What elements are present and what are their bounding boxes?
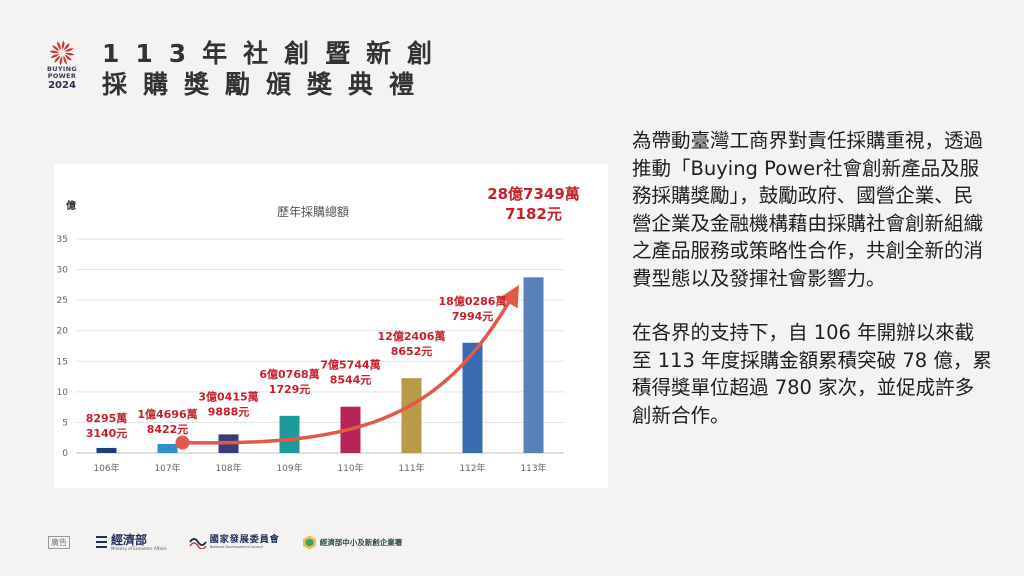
x-tick-label: 108年 [215,462,241,474]
data-label: 3億0415萬 [198,389,258,403]
data-label: 1729元 [269,383,311,396]
logo-petal [51,45,60,52]
x-tick-label: 112年 [459,462,485,474]
data-label: 8422元 [147,423,189,436]
title-line-1: 113年社創暨新創 [102,39,449,68]
data-label: 7182元 [505,205,562,223]
sme-name: 經濟部中小及新創企業署 [319,537,403,547]
page-title: 113年社創暨新創 採購獎勵頒獎典禮 [102,38,448,100]
logo-petal [64,54,73,61]
moea-sub: Ministry of Economic Affairs [111,545,167,551]
y-tick-label: 35 [57,235,68,245]
chart-title: 歷年採購總額 [277,204,349,219]
data-label: 1億4696萬 [137,407,197,421]
x-tick-label: 113年 [520,462,546,474]
moea-name: 經濟部 [111,532,148,547]
x-tick-label: 106年 [93,462,119,474]
bar-113年 [523,277,544,453]
moea-logo: 經濟部 Ministry of Economic Affairs [96,534,167,551]
logo-petal [63,42,70,51]
trend-arrow [180,284,519,445]
sme-logo-icon [302,535,316,549]
data-label: 3140元 [86,427,128,440]
logo-petal [54,55,61,64]
data-label: 8295萬 [86,411,128,425]
description-paragraph-2: 在各界的支持下，自 106 年開辦以來截至 113 年度採購金額累積突破 78 … [632,321,992,427]
bar-109年 [279,415,300,453]
y-tick-label: 25 [57,296,68,306]
data-label: 7億5744萬 [320,358,380,372]
moea-logo-icon [96,536,107,548]
trend-start-dot [175,435,190,450]
bar-111年 [401,378,422,453]
y-tick-label: 15 [57,357,68,367]
logo-petal [64,48,74,52]
y-tick-label: 20 [57,327,69,337]
logo-petal [63,55,67,65]
data-label: 7994元 [452,310,494,323]
title-line-2: 採購獎勵頒獎典禮 [102,70,431,99]
y-tick-label: 0 [62,449,68,459]
description-paragraph-1: 為帶動臺灣工商界對責任採購重視，透過推動「Buying Power社會創新產品及… [632,129,984,290]
logo-year: 2024 [48,80,76,91]
logo-petal [65,52,75,56]
x-tick-label: 110年 [337,462,363,474]
bar-106年 [96,447,117,453]
ndc-sub: National Development Council [209,544,263,549]
ad-badge: 廣告 [48,535,70,549]
logo-petal [59,56,63,66]
y-tick-label: 30 [57,266,69,276]
footer-sponsors: 廣告 經濟部 Ministry of Economic Affairs 國家發展… [48,530,402,554]
ndc-logo-icon [188,538,207,549]
bar-112年 [462,342,483,453]
data-label: 12億2406萬 [378,329,446,343]
ndc-logo: 國家發展委員會 National Development Council [188,534,280,550]
data-label: 8544元 [330,374,372,387]
y-tick-label: 10 [57,388,69,398]
data-label: 9888元 [208,405,250,418]
logo-text-buying: BUYING [47,65,77,73]
buying-power-logo: BUYING POWER 2024 [40,40,84,91]
y-tick-label: 5 [62,418,68,428]
data-label: 28億7349萬 [487,185,580,203]
logo-petal [50,54,60,58]
ndc-name: 國家發展委員會 [209,534,280,545]
sme-logo: 經濟部中小及新創企業署 [302,535,403,550]
y-axis-label: 億 [66,199,76,212]
chart-card: 歷年採購總額 億 0 5 10 15 20 25 30 35 106年 107年 108年 109年… [54,164,608,488]
logo-petal [49,50,59,54]
logo-petal [61,40,65,50]
data-label: 8652元 [391,345,433,358]
x-tick-label: 111年 [398,462,424,474]
x-tick-label: 107年 [154,462,180,474]
bar-107年 [157,444,178,453]
sunburst-logo-icon [49,40,75,66]
description-text: 為帶動臺灣工商界對責任採購重視，透過推動「Buying Power社會創新產品及… [632,127,992,429]
logo-petal [57,41,61,51]
logo-text-power: POWER [47,72,77,80]
x-tick-label: 109年 [276,462,302,474]
data-label: 18億0286萬 [439,294,507,308]
purchase-total-bar-chart: 歷年採購總額 億 0 5 10 15 20 25 30 35 106年 107年 108年 109年… [57,185,580,474]
data-label: 6億0768萬 [259,367,319,381]
